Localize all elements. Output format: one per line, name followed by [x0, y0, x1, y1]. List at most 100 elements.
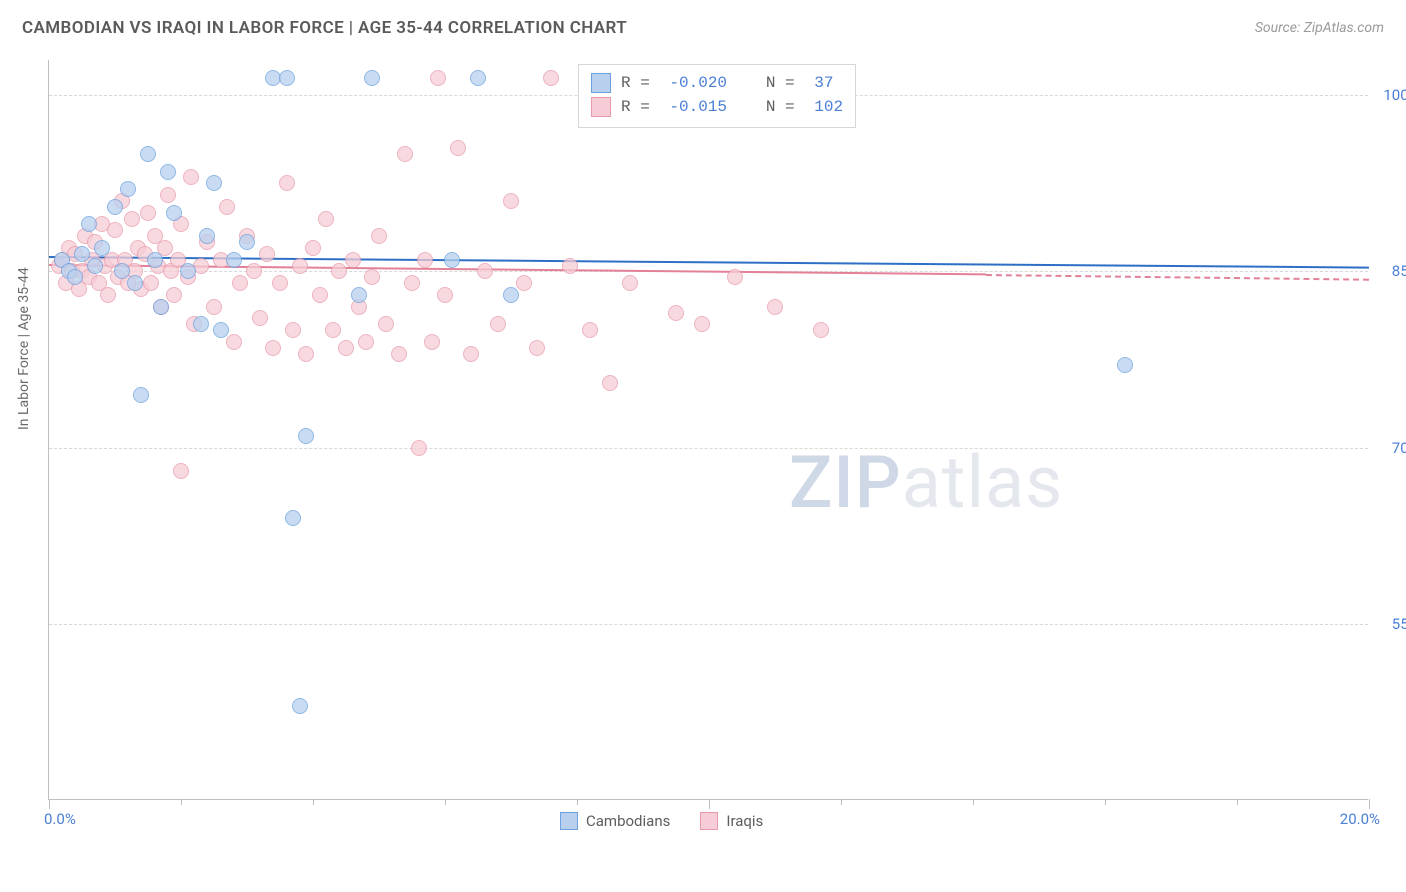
- x-tick-major: [709, 799, 710, 809]
- x-tick-minor: [445, 799, 446, 805]
- legend-n-val: 37: [814, 74, 833, 92]
- x-axis-min-label: 0.0%: [44, 810, 76, 828]
- scatter-point-cambodians: [470, 70, 486, 86]
- scatter-point-iraqis: [124, 211, 140, 227]
- scatter-point-iraqis: [206, 299, 222, 315]
- scatter-point-cambodians: [107, 199, 123, 215]
- source-attr: Source: ZipAtlas.com: [1255, 20, 1384, 36]
- scatter-point-iraqis: [417, 252, 433, 268]
- scatter-point-iraqis: [331, 263, 347, 279]
- scatter-point-iraqis: [371, 228, 387, 244]
- x-tick-minor: [973, 799, 974, 805]
- x-tick-major: [1369, 799, 1370, 809]
- scatter-point-cambodians: [180, 263, 196, 279]
- x-axis-max-label: 20.0%: [1340, 810, 1380, 828]
- legend-n-val: 102: [814, 98, 843, 116]
- scatter-point-iraqis: [529, 340, 545, 356]
- scatter-point-iraqis: [622, 275, 638, 291]
- x-tick-minor: [1105, 799, 1106, 805]
- scatter-point-iraqis: [259, 246, 275, 262]
- scatter-point-iraqis: [232, 275, 248, 291]
- scatter-point-cambodians: [87, 258, 103, 274]
- legend-swatch: [591, 73, 611, 93]
- scatter-point-iraqis: [463, 346, 479, 362]
- scatter-point-iraqis: [305, 240, 321, 256]
- scatter-point-cambodians: [199, 228, 215, 244]
- scatter-point-cambodians: [94, 240, 110, 256]
- scatter-point-iraqis: [160, 187, 176, 203]
- scatter-point-cambodians: [279, 70, 295, 86]
- scatter-point-iraqis: [582, 322, 598, 338]
- watermark: ZIPatlas: [789, 440, 1063, 525]
- legend-swatch: [560, 812, 578, 830]
- scatter-point-cambodians: [292, 698, 308, 714]
- x-tick-minor: [313, 799, 314, 805]
- legend-n-label: N =: [737, 74, 804, 92]
- scatter-point-cambodians: [285, 510, 301, 526]
- scatter-point-cambodians: [160, 164, 176, 180]
- scatter-point-iraqis: [358, 334, 374, 350]
- y-axis-label: In Labor Force | Age 35-44: [16, 267, 32, 430]
- scatter-point-iraqis: [292, 258, 308, 274]
- watermark-zip: ZIP: [789, 440, 902, 525]
- scatter-point-iraqis: [226, 334, 242, 350]
- scatter-point-iraqis: [219, 199, 235, 215]
- scatter-point-iraqis: [338, 340, 354, 356]
- scatter-point-cambodians: [226, 252, 242, 268]
- scatter-point-cambodians: [239, 234, 255, 250]
- scatter-point-cambodians: [140, 146, 156, 162]
- legend-r-label: R =: [621, 98, 659, 116]
- scatter-point-iraqis: [364, 269, 380, 285]
- scatter-point-cambodians: [193, 316, 209, 332]
- scatter-point-iraqis: [143, 275, 159, 291]
- legend-r-label: R =: [621, 74, 659, 92]
- scatter-point-iraqis: [252, 310, 268, 326]
- legend-r-row: R = -0.015 N = 102: [591, 95, 843, 119]
- scatter-point-iraqis: [602, 375, 618, 391]
- scatter-point-iraqis: [246, 263, 262, 279]
- correlation-legend: R = -0.020 N = 37 R = -0.015 N = 102: [578, 64, 856, 128]
- legend-swatch: [591, 97, 611, 117]
- scatter-point-iraqis: [166, 287, 182, 303]
- scatter-point-iraqis: [183, 169, 199, 185]
- gridline-h: [49, 448, 1368, 449]
- legend-label: Cambodians: [586, 812, 670, 830]
- scatter-point-iraqis: [285, 322, 301, 338]
- scatter-point-iraqis: [477, 263, 493, 279]
- scatter-point-iraqis: [100, 287, 116, 303]
- scatter-point-iraqis: [265, 340, 281, 356]
- scatter-point-iraqis: [727, 269, 743, 285]
- legend-n-label: N =: [737, 98, 804, 116]
- scatter-point-cambodians: [166, 205, 182, 221]
- legend-item: Iraqis: [700, 812, 763, 830]
- x-tick-minor: [1237, 799, 1238, 805]
- scatter-point-iraqis: [694, 316, 710, 332]
- legend-r-val: -0.020: [669, 74, 727, 92]
- scatter-point-cambodians: [153, 299, 169, 315]
- scatter-point-iraqis: [562, 258, 578, 274]
- scatter-point-cambodians: [1117, 357, 1133, 373]
- scatter-point-iraqis: [140, 205, 156, 221]
- scatter-point-iraqis: [668, 305, 684, 321]
- x-tick-minor: [577, 799, 578, 805]
- scatter-point-cambodians: [444, 252, 460, 268]
- scatter-point-iraqis: [450, 140, 466, 156]
- scatter-point-cambodians: [364, 70, 380, 86]
- scatter-point-iraqis: [543, 70, 559, 86]
- scatter-point-iraqis: [378, 316, 394, 332]
- scatter-point-cambodians: [74, 246, 90, 262]
- scatter-point-iraqis: [516, 275, 532, 291]
- scatter-point-iraqis: [767, 299, 783, 315]
- y-tick-label: 70.0%: [1376, 439, 1406, 457]
- legend-r-val: -0.015: [669, 98, 727, 116]
- scatter-point-cambodians: [503, 287, 519, 303]
- legend-label: Iraqis: [726, 812, 763, 830]
- scatter-point-iraqis: [391, 346, 407, 362]
- scatter-point-iraqis: [173, 463, 189, 479]
- scatter-point-cambodians: [114, 263, 130, 279]
- scatter-point-iraqis: [490, 316, 506, 332]
- chart-title: CAMBODIAN VS IRAQI IN LABOR FORCE | AGE …: [22, 18, 627, 38]
- scatter-point-iraqis: [312, 287, 328, 303]
- legend-swatch: [700, 812, 718, 830]
- scatter-point-cambodians: [147, 252, 163, 268]
